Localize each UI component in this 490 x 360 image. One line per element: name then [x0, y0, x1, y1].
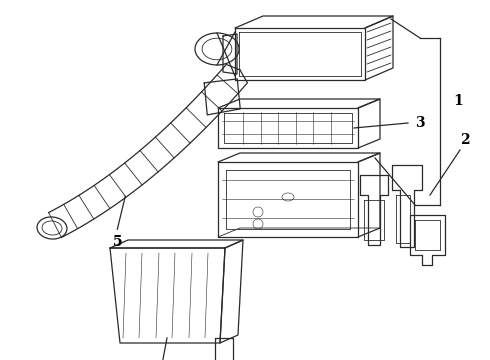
- Text: 5: 5: [113, 235, 122, 249]
- Text: 2: 2: [460, 133, 470, 147]
- Text: 1: 1: [453, 94, 463, 108]
- Text: 3: 3: [415, 116, 425, 130]
